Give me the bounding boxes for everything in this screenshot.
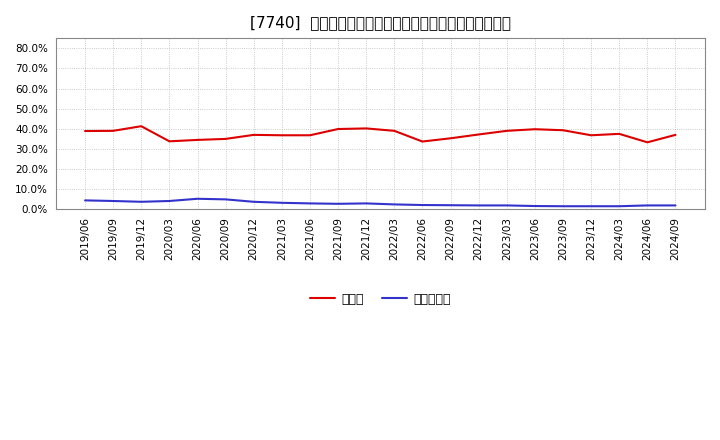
現頲金 <box>418 139 427 144</box>
現頲金 <box>671 132 680 138</box>
有利子負債 <box>334 201 343 206</box>
現頲金 <box>277 132 286 138</box>
現頲金 <box>109 128 117 133</box>
現頲金 <box>615 131 624 136</box>
現頲金 <box>390 128 399 133</box>
有利子負債 <box>587 204 595 209</box>
有利子負債 <box>559 204 567 209</box>
有利子負債 <box>474 203 483 208</box>
現頲金 <box>503 128 511 133</box>
現頲金 <box>306 132 315 138</box>
有利子負債 <box>193 196 202 202</box>
現頲金 <box>362 126 371 131</box>
現頲金 <box>165 139 174 144</box>
有利子負債 <box>362 201 371 206</box>
有利子負債 <box>81 198 89 203</box>
有利子負債 <box>615 204 624 209</box>
有利子負債 <box>249 199 258 205</box>
有利子負債 <box>418 202 427 208</box>
有利子負債 <box>531 203 539 209</box>
現頲金 <box>334 126 343 132</box>
現頲金 <box>446 136 455 141</box>
有利子負債 <box>671 203 680 208</box>
有利子負債 <box>109 198 117 204</box>
Line: 現頲金: 現頲金 <box>85 126 675 142</box>
Title: [7740]  現頲金、有利子負債の総資産に対する比率の推移: [7740] 現頲金、有利子負債の総資産に対する比率の推移 <box>250 15 510 30</box>
有利子負債 <box>503 203 511 208</box>
有利子負債 <box>306 201 315 206</box>
Line: 有利子負債: 有利子負債 <box>85 199 675 206</box>
有利子負債 <box>277 200 286 205</box>
有利子負債 <box>137 199 145 205</box>
現頲金 <box>249 132 258 138</box>
現頲金 <box>587 132 595 138</box>
現頲金 <box>221 136 230 142</box>
現頲金 <box>531 127 539 132</box>
現頲金 <box>193 137 202 143</box>
現頲金 <box>474 132 483 137</box>
現頲金 <box>643 139 652 145</box>
現頲金 <box>137 124 145 129</box>
有利子負債 <box>165 198 174 204</box>
現頲金 <box>81 128 89 134</box>
Legend: 現頲金, 有利子負債: 現頲金, 有利子負債 <box>305 288 456 311</box>
現頲金 <box>559 128 567 133</box>
有利子負債 <box>643 203 652 208</box>
有利子負債 <box>390 202 399 207</box>
有利子負債 <box>221 197 230 202</box>
有利子負債 <box>446 202 455 208</box>
